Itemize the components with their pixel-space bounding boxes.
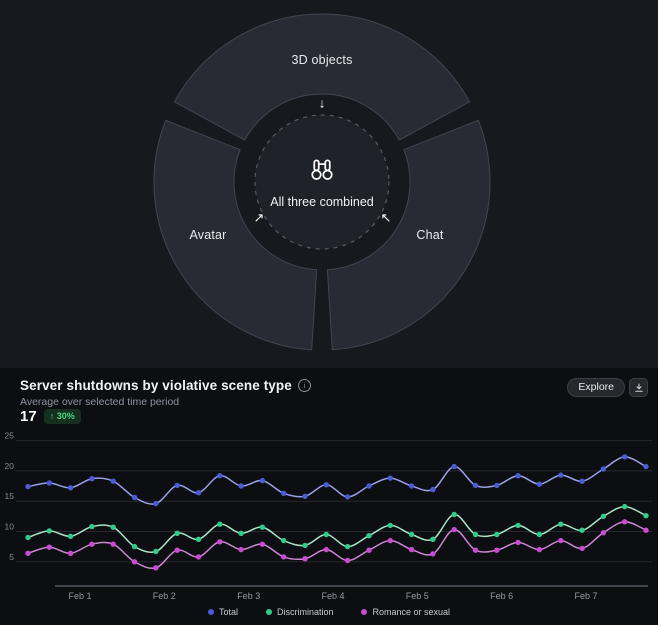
- legend-item-romance[interactable]: Romance or sexual: [361, 607, 450, 617]
- info-icon[interactable]: i: [297, 379, 311, 392]
- svg-text:15: 15: [5, 491, 15, 501]
- legend-item-discrimination[interactable]: Discrimination: [265, 607, 334, 617]
- svg-text:10: 10: [5, 522, 15, 532]
- svg-text:Feb 2: Feb 2: [153, 591, 176, 601]
- capability-diagram: 3D objects Avatar Chat ↓ ↗ ↖ All three c…: [0, 0, 658, 368]
- segment-label-avatar[interactable]: Avatar: [189, 228, 227, 242]
- svg-text:Feb 6: Feb 6: [490, 591, 513, 601]
- donut-chart-svg[interactable]: [0, 0, 658, 368]
- discrimination-legend-dot: [265, 609, 272, 615]
- average-value: 17: [20, 408, 37, 425]
- line-chart-svg[interactable]: 5 10 15 20 25 Feb 1 Feb 2 Feb 3 Feb 4 Feb 5 Feb 6 F…: [0, 430, 658, 605]
- chart-legend: Total Discrimination Romance or sexual: [0, 607, 658, 617]
- svg-text:Feb 1: Feb 1: [68, 591, 91, 601]
- up-left-arrow-icon: ↖: [380, 210, 392, 225]
- svg-text:Feb 7: Feb 7: [574, 591, 597, 601]
- legend-label: Discrimination: [276, 607, 334, 617]
- binoculars-icon: [267, 155, 377, 190]
- legend-item-total[interactable]: Total: [207, 607, 238, 617]
- title-row: Server shutdowns by violative scene type…: [20, 378, 311, 393]
- download-icon: [634, 383, 643, 392]
- center-label: All three combined: [270, 194, 374, 209]
- center-target: All three combined: [267, 155, 377, 212]
- delta-badge: ↑ 30%: [43, 409, 81, 424]
- romance-legend-dot: [361, 609, 368, 615]
- up-right-arrow-icon: ↗: [253, 210, 265, 225]
- legend-label: Romance or sexual: [372, 607, 451, 617]
- panel-title: Server shutdowns by violative scene type: [20, 378, 292, 393]
- panel-subtitle: Average over selected time period: [20, 396, 180, 408]
- svg-text:20: 20: [5, 461, 15, 471]
- total-legend-dot: [207, 609, 214, 615]
- explore-button[interactable]: Explore: [567, 378, 625, 397]
- segment-label-3d-objects[interactable]: 3D objects: [291, 53, 353, 67]
- svg-text:5: 5: [9, 552, 14, 562]
- svg-text:Feb 5: Feb 5: [406, 591, 429, 601]
- svg-text:25: 25: [5, 431, 15, 441]
- svg-text:Feb 3: Feb 3: [237, 591, 260, 601]
- down-arrow-icon: ↓: [318, 95, 326, 111]
- segment-label-chat[interactable]: Chat: [416, 228, 444, 242]
- server-shutdowns-panel: Server shutdowns by violative scene type…: [0, 368, 658, 625]
- download-button[interactable]: [629, 378, 648, 397]
- average-stat: 17 ↑ 30%: [20, 408, 81, 425]
- legend-label: Total: [218, 607, 238, 617]
- panel-header: Server shutdowns by violative scene type…: [0, 368, 658, 397]
- panel-actions: Explore: [567, 378, 648, 397]
- svg-text:Feb 4: Feb 4: [321, 591, 344, 601]
